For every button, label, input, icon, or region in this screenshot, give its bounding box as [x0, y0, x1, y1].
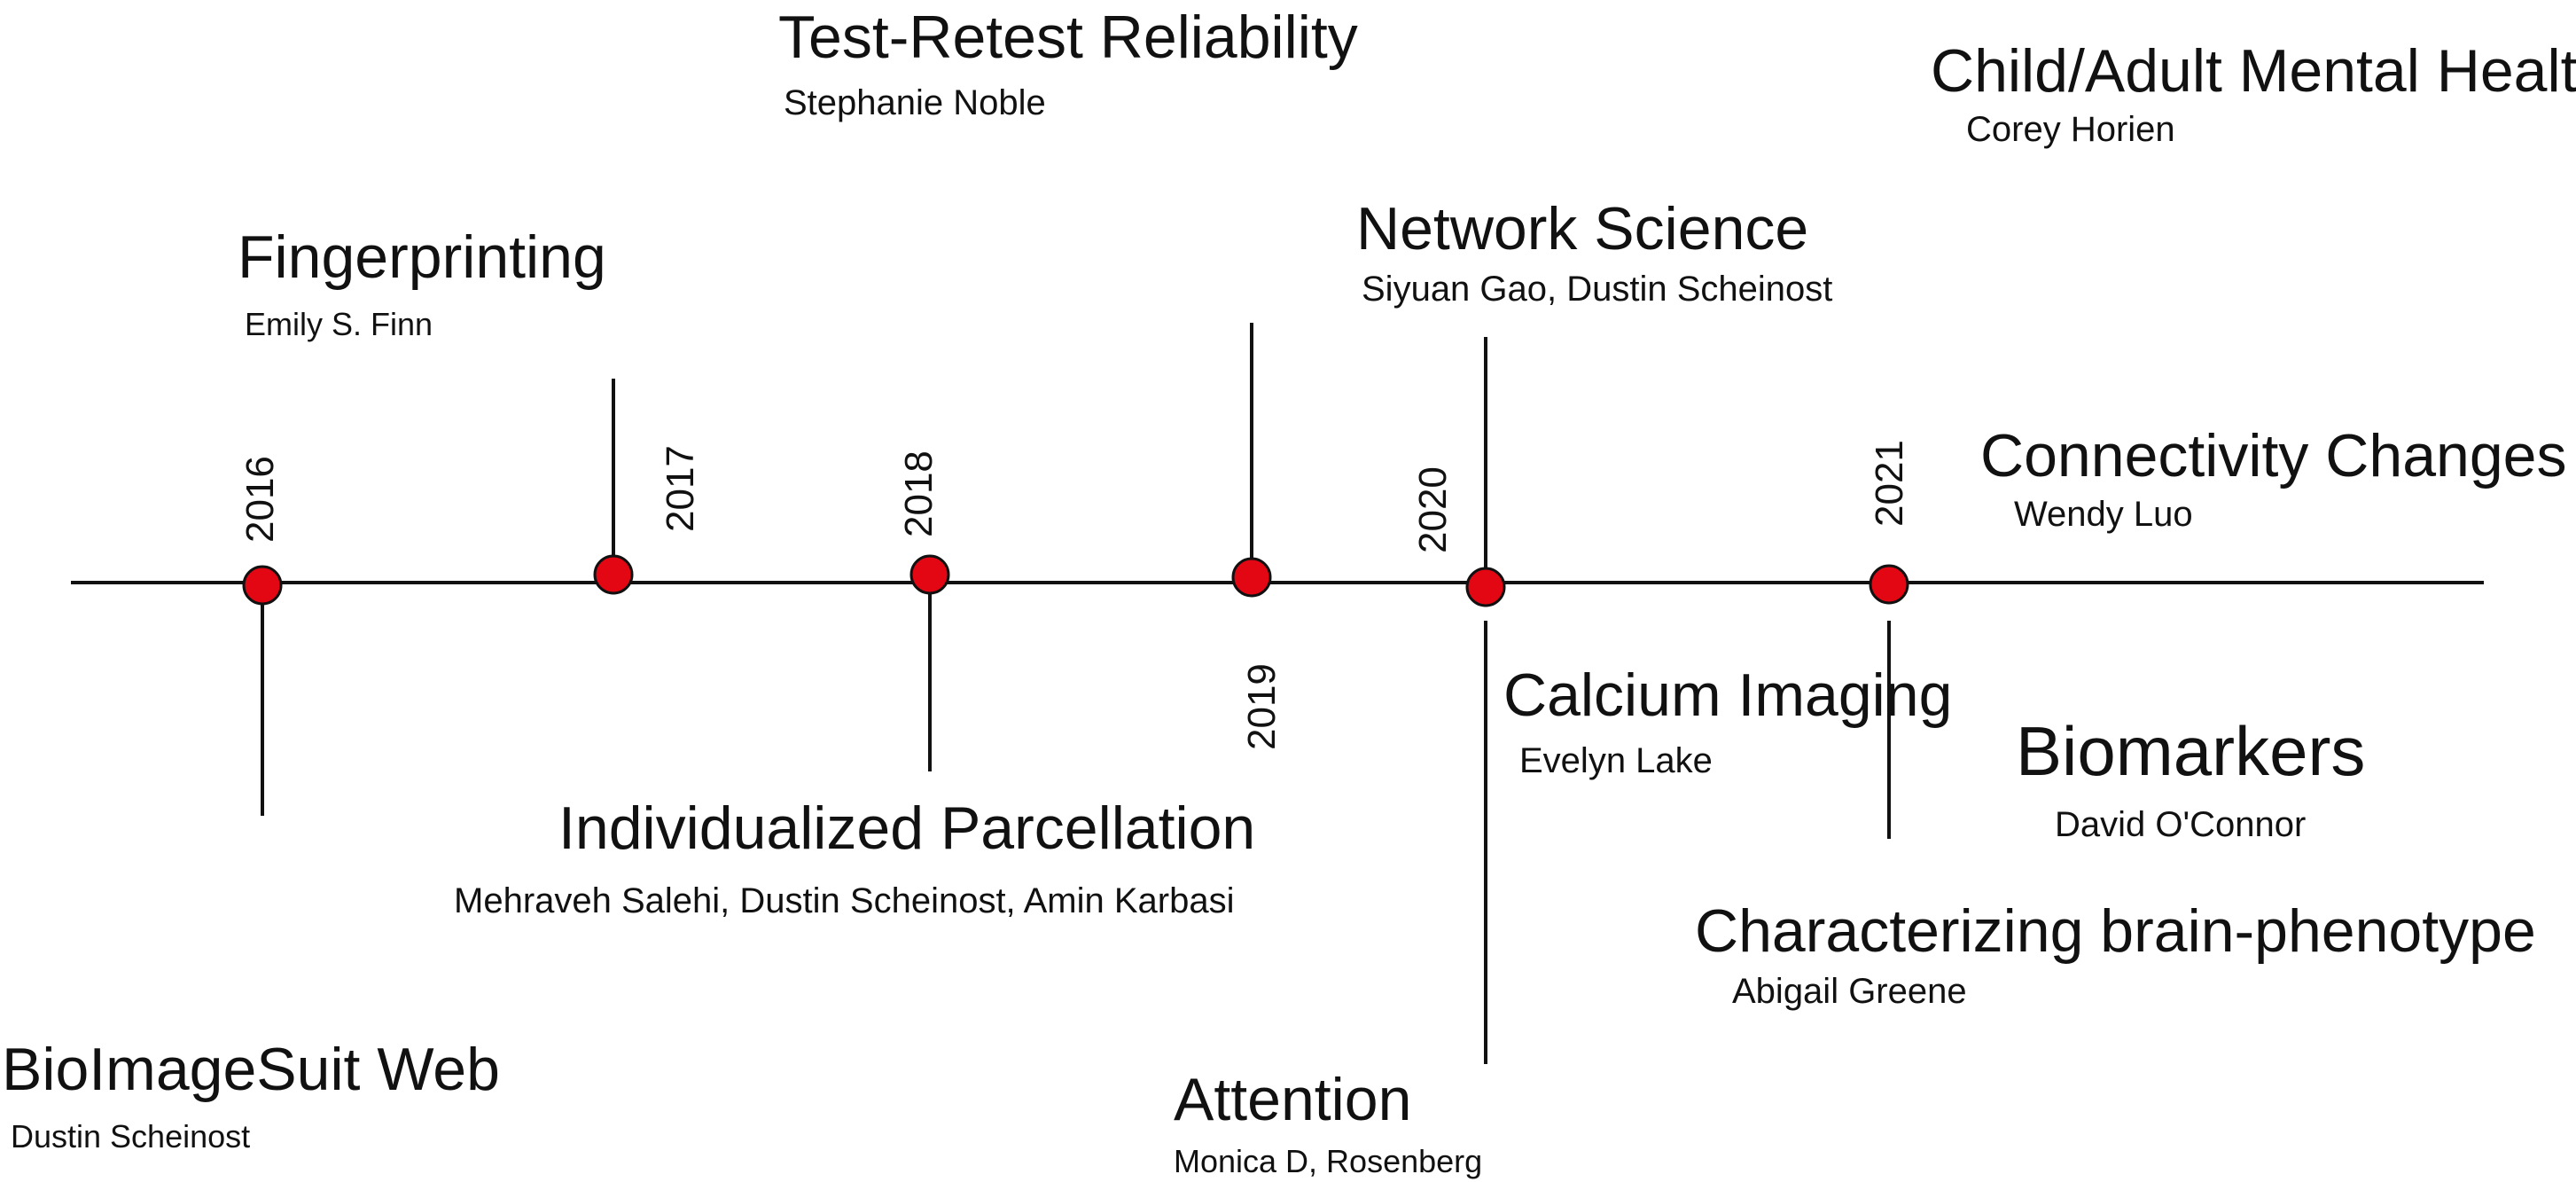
- marker-2020: [1465, 567, 1506, 607]
- event-author-calcium-imaging: Evelyn Lake: [1519, 741, 1713, 780]
- event-title-fingerprinting: Fingerprinting: [238, 223, 606, 291]
- event-author-individualized-parcellation: Mehraveh Salehi, Dustin Scheinost, Amin …: [454, 881, 1235, 920]
- marker-2017: [593, 554, 634, 595]
- event-author-fingerprinting: Emily S. Finn: [245, 306, 433, 342]
- event-title-biomarkers: Biomarkers: [2016, 712, 2366, 790]
- year-label-2018: 2018: [897, 450, 941, 537]
- event-author-test-retest: Stephanie Noble: [784, 83, 1046, 122]
- marker-2018: [909, 554, 950, 595]
- event-author-bioimagesuit-web: Dustin Scheinost: [11, 1118, 251, 1155]
- year-label-2019: 2019: [1240, 663, 1284, 750]
- event-author-biomarkers: David O'Connor: [2055, 805, 2307, 844]
- marker-2021: [1869, 564, 1909, 605]
- event-title-test-retest: Test-Retest Reliability: [778, 4, 1358, 71]
- event-author-connectivity-changes: Wendy Luo: [2014, 495, 2193, 534]
- event-title-individualized-parcellation: Individualized Parcellation: [558, 795, 1256, 862]
- event-title-brain-phenotype: Characterizing brain-phenotype: [1695, 897, 2536, 965]
- year-label-2021: 2021: [1868, 440, 1911, 527]
- year-label-2017: 2017: [659, 445, 702, 532]
- event-title-network-science: Network Science: [1356, 195, 1809, 262]
- marker-2016: [242, 565, 283, 606]
- marker-2019: [1231, 557, 1272, 598]
- event-title-calcium-imaging: Calcium Imaging: [1503, 661, 1953, 729]
- event-title-bioimagesuit-web: BioImageSuit Web: [2, 1036, 500, 1103]
- year-label-2016: 2016: [238, 456, 282, 543]
- event-author-mental-health: Corey Horien: [1966, 110, 2175, 149]
- event-title-connectivity-changes: Connectivity Changes: [1980, 422, 2567, 489]
- event-title-mental-health: Child/Adult Mental Health: [1931, 37, 2576, 105]
- event-author-attention: Monica D, Rosenberg: [1174, 1143, 1483, 1179]
- event-author-network-science: Siyuan Gao, Dustin Scheinost: [1362, 270, 1833, 309]
- event-title-attention: Attention: [1174, 1066, 1412, 1133]
- year-label-2020: 2020: [1411, 466, 1455, 553]
- event-author-brain-phenotype: Abigail Greene: [1732, 972, 1967, 1011]
